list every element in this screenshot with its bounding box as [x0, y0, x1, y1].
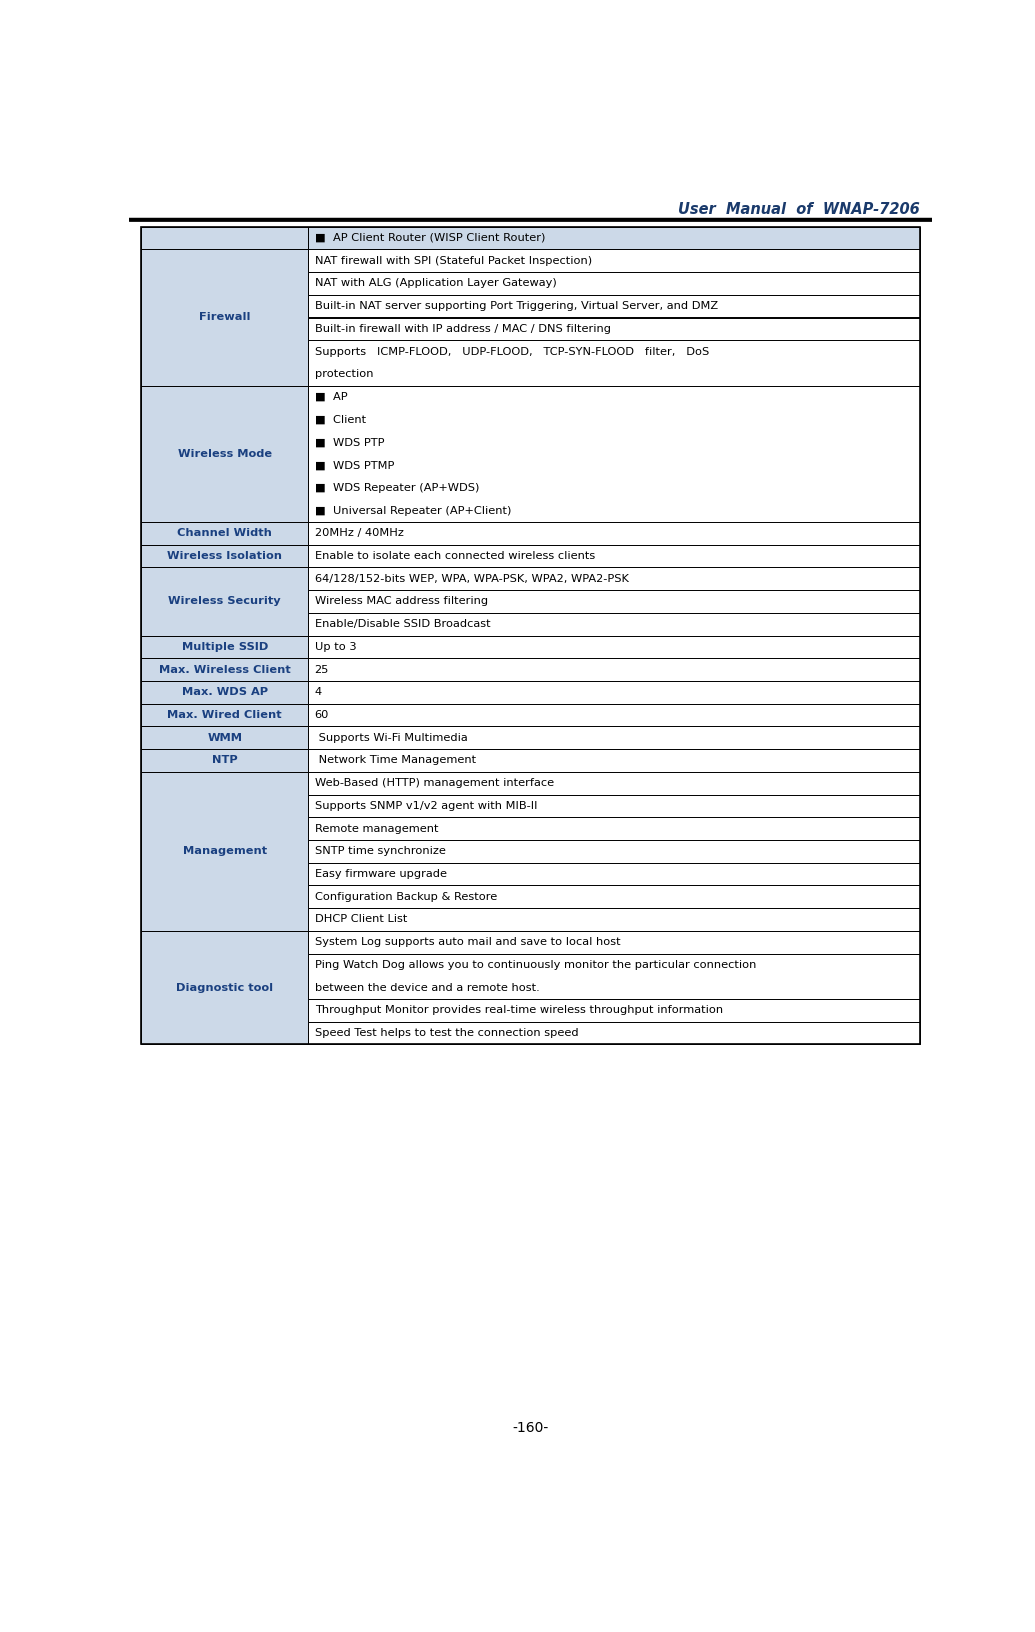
- Text: Web-Based (HTTP) management interface: Web-Based (HTTP) management interface: [315, 778, 554, 788]
- Bar: [141, 772, 308, 930]
- Bar: [308, 749, 920, 772]
- Text: Enable to isolate each connected wireless clients: Enable to isolate each connected wireles…: [315, 552, 595, 561]
- Text: NTP: NTP: [212, 756, 238, 765]
- Bar: [141, 749, 308, 772]
- Bar: [308, 1022, 920, 1044]
- Text: Throughput Monitor provides real-time wireless throughput information: Throughput Monitor provides real-time wi…: [315, 1005, 722, 1015]
- Text: -160-: -160-: [512, 1421, 549, 1435]
- Bar: [308, 863, 920, 886]
- Bar: [308, 250, 920, 273]
- Text: 25: 25: [315, 664, 329, 674]
- Bar: [141, 250, 308, 385]
- Text: System Log supports auto mail and save to local host: System Log supports auto mail and save t…: [315, 937, 620, 947]
- Bar: [308, 840, 920, 863]
- Text: Channel Width: Channel Width: [177, 529, 272, 539]
- Bar: [141, 227, 308, 250]
- Bar: [308, 658, 920, 681]
- Bar: [308, 227, 920, 250]
- Bar: [141, 658, 308, 681]
- Bar: [141, 385, 308, 522]
- Text: Management: Management: [182, 847, 267, 857]
- Bar: [308, 385, 920, 522]
- Text: ■  Client: ■ Client: [315, 415, 365, 424]
- Bar: [141, 568, 308, 635]
- Bar: [141, 726, 308, 749]
- Text: Easy firmware upgrade: Easy firmware upgrade: [315, 868, 447, 880]
- Text: Built-in firewall with IP address / MAC / DNS filtering: Built-in firewall with IP address / MAC …: [315, 323, 611, 335]
- Bar: [141, 635, 308, 658]
- Text: Max. Wired Client: Max. Wired Client: [168, 710, 283, 720]
- Bar: [308, 772, 920, 795]
- Bar: [308, 273, 920, 295]
- Text: Configuration Backup & Restore: Configuration Backup & Restore: [315, 891, 497, 902]
- Text: Multiple SSID: Multiple SSID: [181, 641, 268, 651]
- Bar: [308, 703, 920, 726]
- Bar: [141, 522, 308, 545]
- Text: 60: 60: [315, 710, 329, 720]
- Bar: [308, 545, 920, 568]
- Bar: [308, 953, 920, 999]
- Text: ■  WDS PTP: ■ WDS PTP: [315, 437, 384, 447]
- Bar: [308, 612, 920, 635]
- Bar: [308, 522, 920, 545]
- Text: WMM: WMM: [207, 733, 242, 743]
- Text: NAT with ALG (Application Layer Gateway): NAT with ALG (Application Layer Gateway): [315, 279, 557, 289]
- Text: Enable/Disable SSID Broadcast: Enable/Disable SSID Broadcast: [315, 619, 491, 630]
- Text: ■  WDS PTMP: ■ WDS PTMP: [315, 460, 394, 470]
- Text: Remote management: Remote management: [315, 824, 438, 834]
- Text: Firewall: Firewall: [199, 312, 250, 323]
- Bar: [308, 726, 920, 749]
- Text: ■  AP Client Router (WISP Client Router): ■ AP Client Router (WISP Client Router): [315, 233, 545, 243]
- Bar: [141, 930, 308, 1044]
- Bar: [308, 999, 920, 1022]
- Bar: [308, 568, 920, 591]
- Text: User  Manual  of  WNAP-7206: User Manual of WNAP-7206: [678, 202, 920, 217]
- Text: Wireless MAC address filtering: Wireless MAC address filtering: [315, 596, 487, 607]
- Text: between the device and a remote host.: between the device and a remote host.: [315, 982, 539, 992]
- Text: Max. Wireless Client: Max. Wireless Client: [158, 664, 291, 674]
- Text: DHCP Client List: DHCP Client List: [315, 914, 407, 924]
- Bar: [308, 795, 920, 818]
- Bar: [308, 930, 920, 953]
- Bar: [308, 635, 920, 658]
- Text: Max. WDS AP: Max. WDS AP: [182, 687, 268, 697]
- Text: Ping Watch Dog allows you to continuously monitor the particular connection: Ping Watch Dog allows you to continuousl…: [315, 960, 756, 969]
- Bar: [308, 591, 920, 612]
- Text: protection: protection: [315, 369, 374, 379]
- Text: 4: 4: [315, 687, 322, 697]
- Text: Supports Wi-Fi Multimedia: Supports Wi-Fi Multimedia: [315, 733, 468, 743]
- Text: NAT firewall with SPI (Stateful Packet Inspection): NAT firewall with SPI (Stateful Packet I…: [315, 256, 592, 266]
- Bar: [141, 703, 308, 726]
- Text: Wireless Isolation: Wireless Isolation: [168, 552, 283, 561]
- Bar: [308, 318, 920, 339]
- Bar: [308, 818, 920, 840]
- Text: ■  Universal Repeater (AP+Client): ■ Universal Repeater (AP+Client): [315, 506, 511, 516]
- Bar: [308, 886, 920, 907]
- Text: Network Time Management: Network Time Management: [315, 756, 476, 765]
- Text: ■  WDS Repeater (AP+WDS): ■ WDS Repeater (AP+WDS): [315, 483, 479, 493]
- Bar: [308, 295, 920, 318]
- Bar: [141, 545, 308, 568]
- Bar: [141, 681, 308, 703]
- Text: Diagnostic tool: Diagnostic tool: [176, 982, 273, 992]
- Text: Supports SNMP v1/v2 agent with MIB-II: Supports SNMP v1/v2 agent with MIB-II: [315, 801, 537, 811]
- Bar: [308, 339, 920, 385]
- Text: 20MHz / 40MHz: 20MHz / 40MHz: [315, 529, 404, 539]
- Text: SNTP time synchronize: SNTP time synchronize: [315, 847, 445, 857]
- Text: 64/128/152-bits WEP, WPA, WPA-PSK, WPA2, WPA2-PSK: 64/128/152-bits WEP, WPA, WPA-PSK, WPA2,…: [315, 574, 628, 584]
- Text: Up to 3: Up to 3: [315, 641, 356, 651]
- Text: Wireless Security: Wireless Security: [169, 596, 282, 607]
- Bar: [308, 681, 920, 703]
- Bar: [141, 227, 920, 1044]
- Text: Speed Test helps to test the connection speed: Speed Test helps to test the connection …: [315, 1028, 579, 1038]
- Text: Built-in NAT server supporting Port Triggering, Virtual Server, and DMZ: Built-in NAT server supporting Port Trig…: [315, 302, 718, 312]
- Text: ■  AP: ■ AP: [315, 392, 348, 401]
- Text: Wireless Mode: Wireless Mode: [178, 449, 272, 459]
- Text: Supports   ICMP-FLOOD,   UDP-FLOOD,   TCP-SYN-FLOOD   filter,   DoS: Supports ICMP-FLOOD, UDP-FLOOD, TCP-SYN-…: [315, 346, 709, 356]
- Bar: [308, 907, 920, 930]
